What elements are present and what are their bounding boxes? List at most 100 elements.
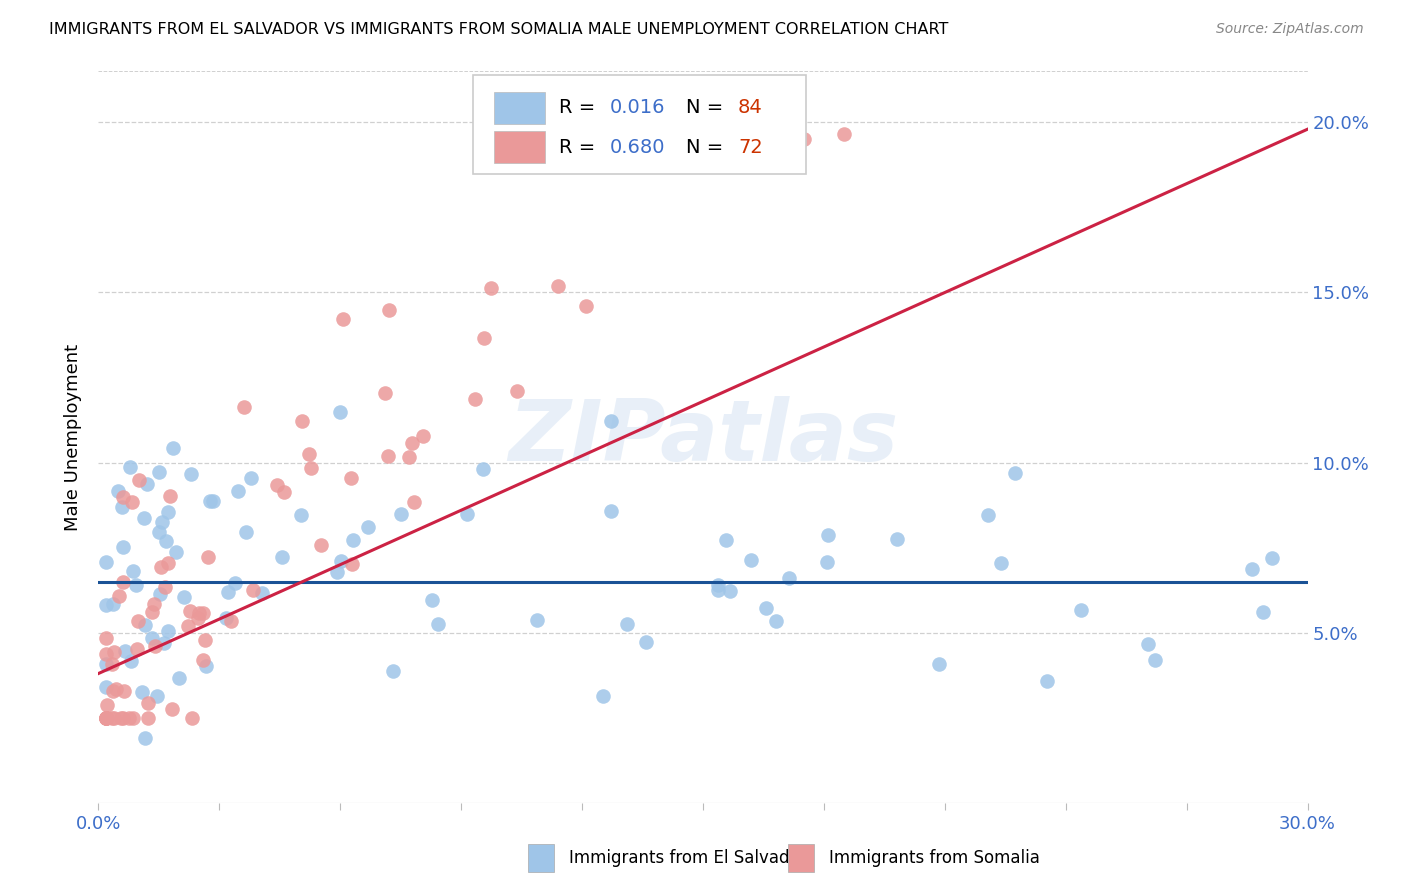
Point [194,633,217,648]
Point [412,429,434,443]
Point [233,400,256,414]
Point [96,657,118,672]
Point [1070,603,1092,617]
Point [235,525,257,540]
FancyBboxPatch shape [494,92,544,124]
Point [329,404,352,418]
Point [266,478,288,492]
Point [342,533,364,548]
Point [121,565,143,579]
Point [111,575,134,590]
Point [547,278,569,293]
Point [191,653,214,667]
Point [112,711,135,725]
Point [96,647,118,661]
Point [157,505,180,519]
Point [600,414,623,428]
Point [138,711,160,725]
Point [215,611,238,625]
Point [143,640,166,654]
FancyBboxPatch shape [474,75,806,174]
Point [141,606,163,620]
Point [125,578,148,592]
Point [149,587,172,601]
Point [779,571,801,585]
Point [110,500,132,514]
Point [755,601,778,615]
Point [377,449,399,463]
Point [479,281,502,295]
Point [107,483,129,498]
Text: Immigrants from El Salvador: Immigrants from El Salvador [569,848,806,867]
Point [270,549,292,564]
Text: IMMIGRANTS FROM EL SALVADOR VS IMMIGRANTS FROM SOMALIA MALE UNEMPLOYMENT CORRELA: IMMIGRANTS FROM EL SALVADOR VS IMMIGRANT… [49,22,949,37]
Point [101,684,124,698]
Y-axis label: Male Unemployment: Male Unemployment [63,343,82,531]
Point [718,583,741,598]
Point [157,556,180,570]
Point [793,132,815,146]
Point [121,711,143,725]
Point [1261,551,1284,566]
Point [357,519,380,533]
Point [96,631,118,645]
FancyBboxPatch shape [527,844,554,871]
Point [389,507,412,521]
Point [195,659,218,673]
Point [374,386,396,401]
Point [217,584,239,599]
Point [928,657,950,671]
Point [179,604,201,618]
Point [273,485,295,500]
Point [252,585,274,599]
Point [198,493,221,508]
Point [526,613,548,627]
Point [219,614,242,628]
Point [125,641,148,656]
Point [127,615,149,629]
Point [197,549,219,564]
Point [187,611,209,625]
Point [103,645,125,659]
Point [138,696,160,710]
Text: Immigrants from Somalia: Immigrants from Somalia [828,848,1039,867]
Point [329,554,352,568]
Point [575,299,598,313]
Point [401,436,423,450]
Point [134,618,156,632]
Point [120,654,142,668]
Point [141,631,163,645]
Point [111,490,134,504]
Point [765,615,787,629]
Point [1136,636,1159,650]
Point [832,127,855,141]
Point [309,538,332,552]
Point [201,494,224,508]
Point [180,467,202,482]
Point [165,545,187,559]
Point [990,556,1012,570]
Point [464,392,486,406]
Point [616,616,638,631]
FancyBboxPatch shape [494,131,544,163]
Text: 84: 84 [738,98,763,118]
Point [96,711,118,725]
Point [592,689,614,703]
Point [173,591,195,605]
Point [131,684,153,698]
Point [135,476,157,491]
Point [474,331,496,345]
Text: 72: 72 [738,137,763,157]
Point [707,577,730,591]
Point [96,711,118,725]
Point [740,553,762,567]
Text: R =: R = [560,137,595,157]
Point [817,528,839,542]
Point [239,471,262,485]
Point [150,516,173,530]
Point [162,442,184,456]
Point [187,606,209,620]
Point [155,533,177,548]
Point [1004,466,1026,480]
Text: R =: R = [560,98,595,118]
